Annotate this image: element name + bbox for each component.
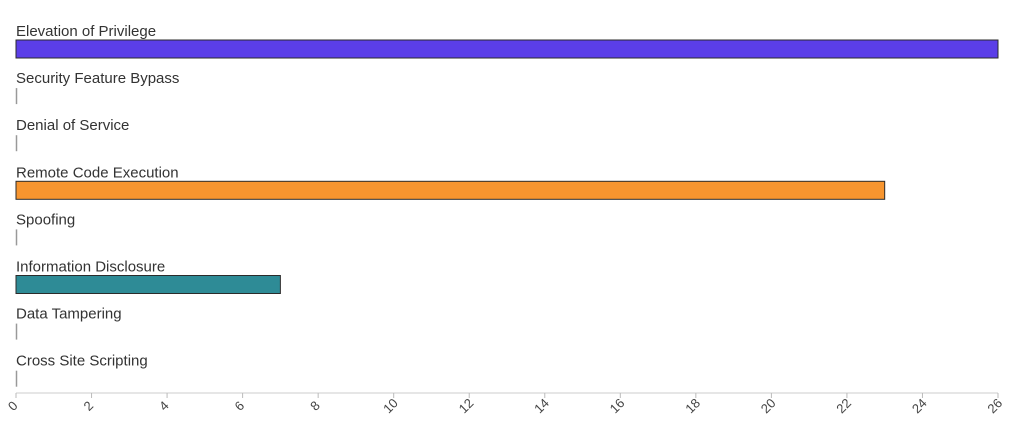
x-tick-label-26: 26 xyxy=(984,395,1005,416)
x-tick-label-22: 22 xyxy=(833,395,854,416)
bar-information-disclosure xyxy=(15,275,281,294)
bar-elevation-of-privilege xyxy=(15,39,999,59)
x-tick-label-2: 2 xyxy=(80,398,96,414)
x-tick-label-14: 14 xyxy=(531,395,552,416)
bars-layer: Elevation of Privilege Security Feature B… xyxy=(15,23,999,387)
x-tick-label-6: 6 xyxy=(232,398,248,414)
x-tick-label-10: 10 xyxy=(380,395,401,416)
category-label-remote-code-execution: Remote Code Execution xyxy=(16,164,179,181)
x-tick-label-18: 18 xyxy=(682,395,703,416)
category-label-elevation-of-privilege: Elevation of Privilege xyxy=(16,23,156,40)
category-label-information-disclosure: Information Disclosure xyxy=(16,259,165,276)
category-label-spoofing: Spoofing xyxy=(16,211,75,228)
x-tick-label-4: 4 xyxy=(156,398,172,414)
category-label-denial-of-service: Denial of Service xyxy=(16,117,129,134)
x-axis: 0 2 4 6 8 10 12 14 16 18 20 22 24 26 xyxy=(5,392,1005,416)
x-tick-label-8: 8 xyxy=(307,398,323,414)
x-tick-label-16: 16 xyxy=(607,395,628,416)
x-tick-label-0: 0 xyxy=(5,398,21,414)
category-label-cross-site-scripting: Cross Site Scripting xyxy=(16,353,148,370)
x-tick-label-24: 24 xyxy=(909,395,930,416)
category-label-data-tampering: Data Tampering xyxy=(16,306,122,323)
bar-remote-code-execution xyxy=(15,180,886,200)
x-tick-label-12: 12 xyxy=(456,395,477,416)
x-tick-label-20: 20 xyxy=(758,395,779,416)
category-label-security-feature-bypass: Security Feature Bypass xyxy=(16,70,179,87)
